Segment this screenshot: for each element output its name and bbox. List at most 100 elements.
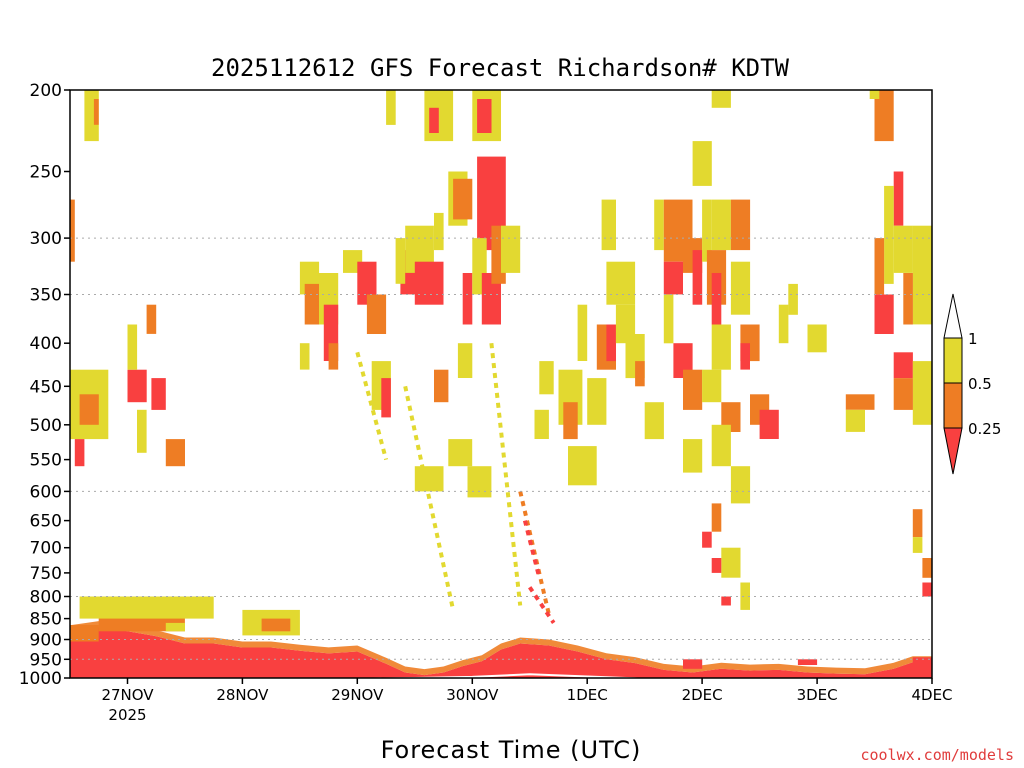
y-tick-label: 800	[30, 588, 62, 608]
legend-swatch-above-1	[943, 293, 963, 339]
richardson-cell	[663, 294, 674, 344]
y-tick-label: 900	[30, 631, 62, 651]
richardson-cell	[151, 378, 166, 410]
richardson-cell	[381, 378, 391, 418]
richardson-cell	[165, 622, 185, 632]
richardson-cell	[539, 361, 554, 395]
richardson-cell	[434, 369, 449, 403]
richardson-cell	[912, 509, 923, 538]
richardson-cell	[721, 596, 731, 606]
richardson-cell	[467, 466, 492, 498]
legend-swatch-below-025	[943, 427, 963, 475]
y-tick-label: 750	[30, 564, 62, 584]
richardson-cell	[788, 283, 798, 315]
richardson-cell	[721, 402, 741, 432]
legend-label: 0.5	[968, 375, 992, 393]
x-tick-label: 27NOV	[101, 686, 154, 704]
richardson-cell	[893, 225, 913, 273]
richardson-cell	[884, 185, 894, 284]
richardson-cell	[730, 261, 751, 315]
richardson-streak	[489, 342, 523, 606]
x-tick-label: 29NOV	[331, 686, 384, 704]
y-tick-label: 850	[30, 610, 62, 630]
x-tick-label: 4DEC	[911, 686, 952, 704]
richardson-cell	[711, 90, 731, 108]
richardson-cell	[414, 261, 444, 305]
richardson-cell	[912, 657, 932, 665]
richardson-cell	[730, 466, 751, 504]
richardson-cell	[448, 439, 473, 467]
richardson-cell	[702, 199, 712, 262]
x-tick-label: 3DEC	[797, 686, 838, 704]
x-tick-sublabel: 2025	[108, 706, 146, 724]
y-tick-label: 700	[30, 539, 62, 559]
richardson-cell	[903, 273, 913, 325]
richardson-cell	[563, 402, 578, 440]
richardson-cell	[357, 261, 377, 305]
richardson-cell	[434, 212, 444, 251]
richardson-cell	[702, 369, 722, 403]
y-tick-label: 650	[30, 512, 62, 532]
richardson-cell	[683, 439, 703, 473]
richardson-cell	[601, 199, 616, 251]
surface-line	[70, 673, 661, 678]
richardson-cell	[759, 409, 779, 439]
y-tick-label: 500	[30, 416, 62, 436]
richardson-cell	[127, 324, 138, 370]
colorbar-legend: 1 0.5 0.25	[943, 293, 1001, 475]
richardson-cell	[261, 618, 291, 632]
richardson-cell	[146, 304, 157, 334]
x-axis: 27NOV 2025 28NOV 29NOV 30NOV 1DEC 2DEC 3DEC 4DEC	[101, 678, 953, 724]
y-tick-label: 200	[30, 81, 62, 101]
richardson-cell	[429, 107, 439, 133]
legend-label: 0.25	[968, 420, 1001, 438]
y-tick-label: 400	[30, 334, 62, 354]
richardson-cell	[501, 225, 521, 273]
richardson-cell	[587, 378, 607, 425]
richardson-cell	[462, 273, 473, 325]
richardson-cell	[606, 324, 616, 362]
richardson-cell	[414, 466, 444, 492]
richardson-cell	[922, 582, 932, 597]
richardson-cell	[165, 439, 185, 467]
richardson-cell	[702, 531, 712, 548]
y-tick-label: 1000	[19, 669, 62, 689]
legend-label: 1	[968, 330, 978, 348]
richardson-cell	[912, 537, 923, 553]
richardson-cell	[386, 90, 396, 125]
richardson-cell	[70, 199, 75, 262]
y-tick-label: 550	[30, 451, 62, 471]
richardson-cell	[79, 596, 214, 619]
richardson-cell	[711, 324, 731, 370]
richardson-cell	[663, 261, 683, 295]
richardson-cell	[711, 199, 731, 251]
legend-swatch-025-05	[943, 382, 963, 429]
richardson-cell	[615, 304, 636, 344]
richardson-cell	[845, 394, 875, 410]
credit-text[interactable]: coolwx.com/models	[860, 746, 1014, 764]
richardson-cell	[534, 409, 549, 439]
richardson-cell	[644, 402, 664, 440]
richardson-cell	[711, 558, 722, 573]
y-tick-label: 450	[30, 377, 62, 397]
plot-frame	[69, 89, 933, 679]
legend-swatch-05-1	[943, 337, 963, 384]
richardson-streak	[403, 385, 456, 611]
y-tick-label: 250	[30, 163, 62, 183]
richardson-cell	[568, 446, 597, 486]
richardson-cell	[395, 238, 406, 284]
y-tick-label: 350	[30, 286, 62, 306]
richardson-cell	[893, 171, 904, 226]
richardson-cell	[869, 90, 880, 99]
richardson-cell	[845, 409, 865, 432]
richardson-cell	[874, 90, 894, 142]
richardson-cell	[692, 141, 712, 186]
richardson-cell	[711, 273, 722, 325]
richardson-cell	[874, 294, 894, 334]
richardson-cell	[912, 225, 932, 325]
x-tick-label: 30NOV	[446, 686, 499, 704]
richardson-cell	[807, 324, 827, 353]
plot-area	[70, 90, 932, 678]
y-axis: 200 250 300 350 400 450 500 550 600 650 700 750 8008…	[19, 81, 70, 689]
